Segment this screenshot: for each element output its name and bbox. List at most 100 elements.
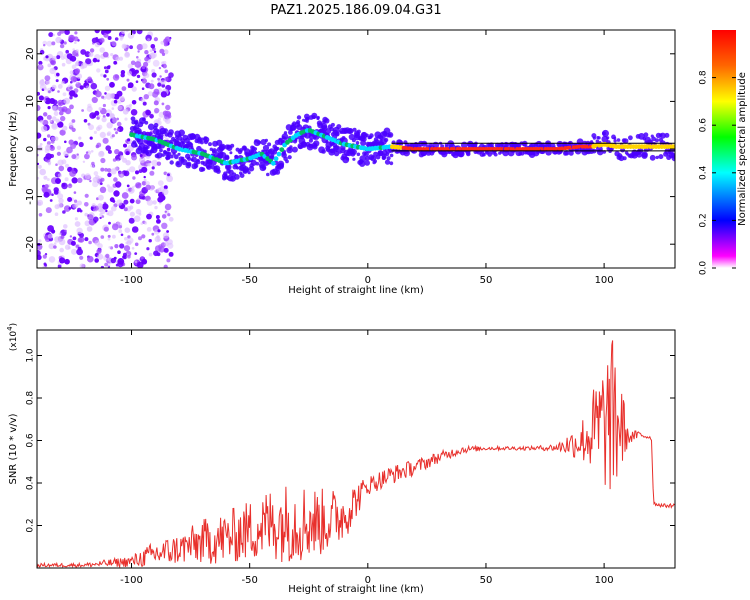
heatmap-noise-cell — [159, 48, 165, 54]
heatmap-band-cell — [251, 146, 256, 151]
heatmap-band-cell — [200, 140, 204, 145]
heatmap-noise-cell — [100, 235, 105, 239]
heatmap-noise-cell — [102, 103, 106, 108]
heatmap-y-label: Frequency (Hz) — [8, 111, 19, 187]
heatmap-noise-cell — [37, 199, 44, 206]
heatmap-noise-cell — [114, 37, 119, 41]
heatmap-x-tick-label: 100 — [595, 275, 614, 286]
snr-series-line — [37, 340, 675, 568]
snr-y-tick-label: 0.6 — [26, 433, 36, 448]
heatmap-band-cell — [590, 140, 594, 144]
heatmap-noise-cell — [119, 37, 123, 41]
heatmap-noise-cell — [49, 67, 56, 75]
heatmap-noise-cell — [78, 136, 82, 140]
heatmap-peak-cell — [529, 147, 534, 151]
heatmap-noise-cell — [114, 149, 120, 155]
heatmap-noise-cell — [43, 44, 46, 47]
heatmap-noise-cell — [74, 61, 80, 67]
heatmap-noise-cell — [84, 193, 89, 198]
heatmap-noise-cell — [54, 204, 60, 210]
heatmap-noise-cell — [136, 56, 139, 59]
heatmap-band-cell — [384, 159, 391, 165]
snr-x-tick-label: 50 — [480, 575, 493, 586]
heatmap-noise-cell — [120, 233, 124, 237]
heatmap-noise-cell — [127, 63, 133, 69]
heatmap-noise-cell — [135, 80, 139, 83]
colorbar-tick-label: 0.6 — [699, 118, 709, 133]
heatmap-band-cell — [622, 156, 627, 161]
heatmap-y-ticks: -20 -10 0 10 20 — [25, 47, 675, 252]
snr-y-tick-label: 1.0 — [26, 348, 36, 363]
heatmap-noise-cell — [128, 217, 135, 224]
snr-x-tick-label: -50 — [241, 575, 257, 586]
heatmap-noise-cell — [42, 254, 47, 259]
heatmap-noise-cell — [130, 60, 136, 66]
heatmap-noise-cell — [162, 63, 167, 69]
snr-x-tick-label: 0 — [365, 575, 371, 586]
heatmap-noise-cell — [38, 239, 42, 243]
snr-y-tick-label: 0.8 — [26, 391, 36, 406]
heatmap-noise-cell — [134, 242, 139, 247]
heatmap-noise-cell — [101, 117, 107, 123]
heatmap-band-cell — [132, 140, 137, 145]
heatmap-noise-cell — [109, 81, 115, 88]
heatmap-noise-cell — [99, 213, 103, 217]
heatmap-band-cell — [285, 159, 289, 164]
heatmap-noise-cell — [95, 174, 100, 179]
heatmap-noise-cell — [49, 199, 53, 202]
heatmap-noise-cell — [127, 70, 133, 76]
heatmap-noise-cell — [105, 145, 111, 151]
heatmap-noise-cell — [84, 80, 87, 83]
heatmap-noise-cell — [118, 56, 124, 61]
heatmap-noise-cell — [155, 215, 160, 219]
heatmap-noise-cell — [55, 79, 59, 83]
heatmap-noise-cell — [76, 209, 80, 213]
heatmap-noise-cell — [131, 226, 139, 233]
heatmap-noise-cell — [59, 247, 64, 253]
heatmap-noise-cell — [130, 109, 138, 116]
heatmap-y-tick-label: -20 — [25, 236, 36, 252]
snr-x-tick-label: -100 — [120, 575, 143, 586]
colorbar-tick-label: 0.8 — [699, 70, 709, 85]
heatmap-noise-cell — [157, 77, 161, 81]
heatmap-band-cell — [360, 131, 368, 139]
heatmap-band-cell — [296, 115, 302, 120]
heatmap-noise-cell — [117, 258, 125, 265]
heatmap-noise-cell — [67, 84, 74, 91]
heatmap-noise-cell — [118, 229, 123, 234]
heatmap-band-cell — [262, 166, 266, 171]
heatmap-noise-cell — [151, 232, 155, 236]
heatmap-band-cell — [389, 153, 394, 158]
heatmap-noise-cell — [38, 213, 43, 217]
heatmap-band-cell — [329, 148, 335, 154]
heatmap-noise-cell — [71, 167, 75, 171]
heatmap-noise-cell — [50, 59, 56, 66]
heatmap-noise-cell — [161, 52, 166, 57]
heatmap-peak-cell — [441, 147, 446, 151]
heatmap-noise-cell — [99, 131, 106, 138]
heatmap-noise-cell — [143, 178, 147, 182]
heatmap-noise-cell — [164, 110, 171, 118]
heatmap-peak-cell — [461, 147, 466, 151]
heatmap-noise-cell — [96, 126, 101, 131]
heatmap-noise-cell — [127, 82, 134, 89]
heatmap-band-cell — [175, 160, 183, 168]
heatmap-noise-cell — [99, 37, 105, 43]
heatmap-noise-cell — [123, 245, 131, 252]
snr-y-multiplier: (x104) — [6, 323, 19, 351]
heatmap-noise-cell — [74, 221, 81, 227]
heatmap-noise-cell — [168, 72, 174, 78]
heatmap-band-cell — [191, 163, 198, 170]
heatmap-band-cell — [465, 150, 471, 156]
heatmap-noise-cell — [69, 90, 76, 97]
heatmap-noise-cell — [147, 91, 153, 97]
heatmap-noise-cell — [114, 244, 119, 249]
heatmap-peak-cell — [438, 147, 443, 151]
heatmap-noise-cell — [68, 122, 74, 128]
heatmap-noise-cell — [116, 128, 120, 132]
heatmap-noise-cell — [109, 112, 115, 119]
heatmap-noise-cell — [144, 56, 149, 62]
heatmap-band-cell — [616, 138, 621, 142]
heatmap-noise-cell — [46, 178, 50, 181]
